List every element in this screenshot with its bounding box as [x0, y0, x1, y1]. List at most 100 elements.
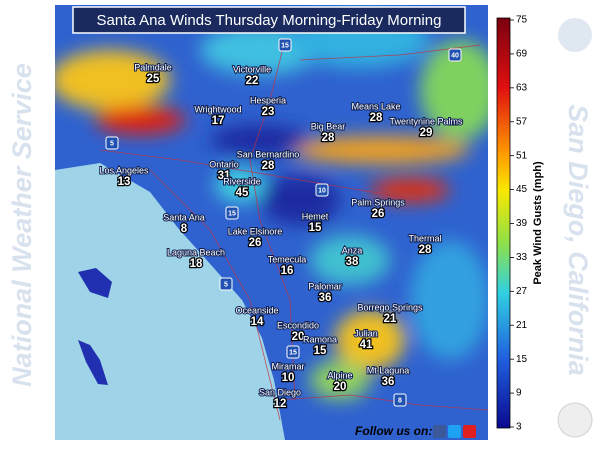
right-banner: San Diego, California — [563, 104, 593, 376]
highway-number: 40 — [451, 52, 459, 59]
city-name: Mt Laguna — [367, 365, 410, 375]
city-name: Santa Ana — [163, 212, 205, 222]
wind-gust: 38 — [346, 256, 359, 268]
wind-gust: 28 — [370, 112, 383, 124]
city-name: Laguna Beach — [167, 247, 225, 257]
city-name: Temecula — [268, 254, 307, 264]
highway-shield — [448, 48, 462, 62]
map — [55, 5, 488, 440]
city-name: Ramona — [303, 334, 337, 344]
colorbar-tick-label: 3 — [516, 422, 522, 433]
city-name: San Bernardino — [237, 149, 300, 159]
wind-gust: 21 — [384, 313, 397, 325]
wind-gust: 16 — [281, 265, 294, 277]
wind-gust: 45 — [236, 187, 249, 199]
highway-number: 10 — [318, 187, 326, 194]
wind-gust: 25 — [147, 73, 160, 85]
city-name: Thermal — [408, 233, 441, 243]
wind-gust: 36 — [319, 292, 332, 304]
wind-gust: 15 — [309, 222, 322, 234]
highway-number: 15 — [289, 349, 297, 356]
wind-gust: 28 — [322, 132, 335, 144]
wind-gust: 36 — [382, 376, 395, 388]
wind-gust: 20 — [292, 331, 305, 343]
city-name: Palmdale — [134, 62, 172, 72]
city-name: Lake Elsinore — [228, 226, 283, 236]
city-name: Oceanside — [235, 305, 278, 315]
colorbar-label: Peak Wind Gusts (mph) — [532, 161, 544, 285]
city-name: Borrego Springs — [357, 302, 423, 312]
highway-shield — [286, 345, 300, 359]
left-banner: National Weather Service — [7, 63, 37, 387]
wind-gust: 22 — [246, 75, 259, 87]
city-name: Wrightwood — [194, 104, 241, 114]
wind-gust: 26 — [249, 237, 262, 249]
city-name: Twentynine Palms — [389, 116, 463, 126]
wind-gust: 28 — [262, 160, 275, 172]
wind-gust: 18 — [190, 258, 203, 270]
wind-gust: 31 — [218, 170, 231, 182]
colorbar-tick-label: 39 — [516, 218, 528, 229]
highway-shield — [278, 38, 292, 52]
twitter-icon[interactable] — [448, 425, 461, 438]
city-name: Alpine — [327, 370, 352, 380]
colorbar-tick-label: 33 — [516, 252, 528, 263]
highway-shield — [225, 206, 239, 220]
wind-gust: 17 — [212, 115, 225, 127]
footer: Follow us on: — [355, 424, 432, 438]
wind-gust: 15 — [314, 345, 327, 357]
wind-gust: 41 — [360, 339, 373, 351]
city-name: Hesperia — [250, 95, 286, 105]
city-name: Hemet — [302, 211, 329, 221]
wind-gust: 29 — [420, 127, 433, 139]
colorbar-tick-label: 69 — [516, 49, 528, 60]
highway-number: 15 — [228, 210, 236, 217]
title-box — [72, 6, 466, 34]
wind-gust: 12 — [274, 398, 287, 410]
highway-shield — [219, 277, 233, 291]
city-name: Julian — [354, 328, 378, 338]
highway-shield — [315, 183, 329, 197]
colorbar-tick-label: 45 — [516, 184, 528, 195]
city-name: Riverside — [223, 176, 261, 186]
highway-number: 8 — [398, 397, 402, 404]
colorbar-tick-label: 51 — [516, 150, 528, 161]
noaa-logo — [558, 18, 592, 52]
wind-gust: 13 — [118, 176, 131, 188]
youtube-icon[interactable] — [463, 425, 476, 438]
city-name: Palomar — [308, 281, 342, 291]
city-name: Palm Springs — [351, 197, 405, 207]
city-name: Anza — [342, 245, 363, 255]
city-name: Big Bear — [311, 121, 346, 131]
wind-gust: 20 — [334, 381, 347, 393]
city-name: Means Lake — [351, 101, 400, 111]
wind-gust: 28 — [419, 244, 432, 256]
highway-number: 5 — [110, 140, 114, 147]
city-name: Los Angeles — [99, 165, 149, 175]
colorbar-tick-label: 9 — [516, 388, 522, 399]
highway-number: 15 — [281, 42, 289, 49]
colorbar-tick-label: 57 — [516, 116, 528, 127]
colorbar — [496, 17, 511, 429]
colorbar-tick-label: 63 — [516, 82, 528, 93]
facebook-icon[interactable] — [433, 425, 446, 438]
colorbar-tick-label: 27 — [516, 286, 528, 297]
colorbar-tick-label: 75 — [516, 15, 528, 26]
wind-gust: 23 — [262, 106, 275, 118]
city-name: Miramar — [272, 361, 305, 371]
city-name: Victorville — [233, 64, 271, 74]
nws-logo — [557, 402, 593, 438]
wind-gust: 26 — [372, 208, 385, 220]
highway-shield — [105, 136, 119, 150]
highway-shield — [393, 393, 407, 407]
colorbar-tick-label: 21 — [516, 320, 528, 331]
highway-number: 5 — [224, 281, 228, 288]
wind-gust: 14 — [251, 316, 264, 328]
city-name: Ontario — [209, 159, 239, 169]
city-name: San Diego — [259, 387, 301, 397]
wind-gust: 8 — [181, 223, 188, 235]
city-name: Escondido — [277, 320, 319, 330]
colorbar-tick-label: 15 — [516, 354, 528, 365]
